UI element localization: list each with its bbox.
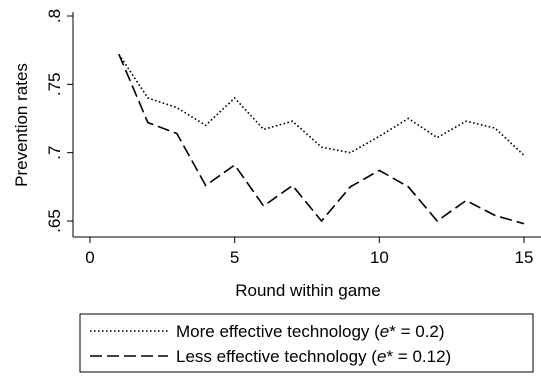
y-tick-label: .65 <box>45 209 64 233</box>
legend-box <box>79 313 534 373</box>
plot-area <box>72 12 541 238</box>
y-tick-label: .75 <box>45 73 64 97</box>
y-axis-title: Prevention rates <box>12 63 31 187</box>
x-tick-label: 15 <box>515 248 534 267</box>
legend: More effective technology (e* = 0.2) Les… <box>79 313 534 373</box>
series-line-less-effective <box>118 53 525 225</box>
legend-label-less-effective: Less effective technology (e* = 0.12) <box>176 347 451 366</box>
x-tick-label: 5 <box>230 248 239 267</box>
x-tick-label: 0 <box>85 248 94 267</box>
y-tick-label: .7 <box>45 146 64 160</box>
x-axis-ticks: 0 5 10 15 <box>85 237 533 267</box>
series-lines <box>118 53 525 225</box>
legend-label-more-effective: More effective technology (e* = 0.2) <box>176 322 445 341</box>
y-tick-label: .8 <box>45 9 64 23</box>
y-axis-ticks: .65 .7 .75 .8 <box>45 9 73 233</box>
x-tick-label: 10 <box>370 248 389 267</box>
x-axis-title: Round within game <box>235 281 381 300</box>
series-line-more-effective <box>118 53 525 156</box>
